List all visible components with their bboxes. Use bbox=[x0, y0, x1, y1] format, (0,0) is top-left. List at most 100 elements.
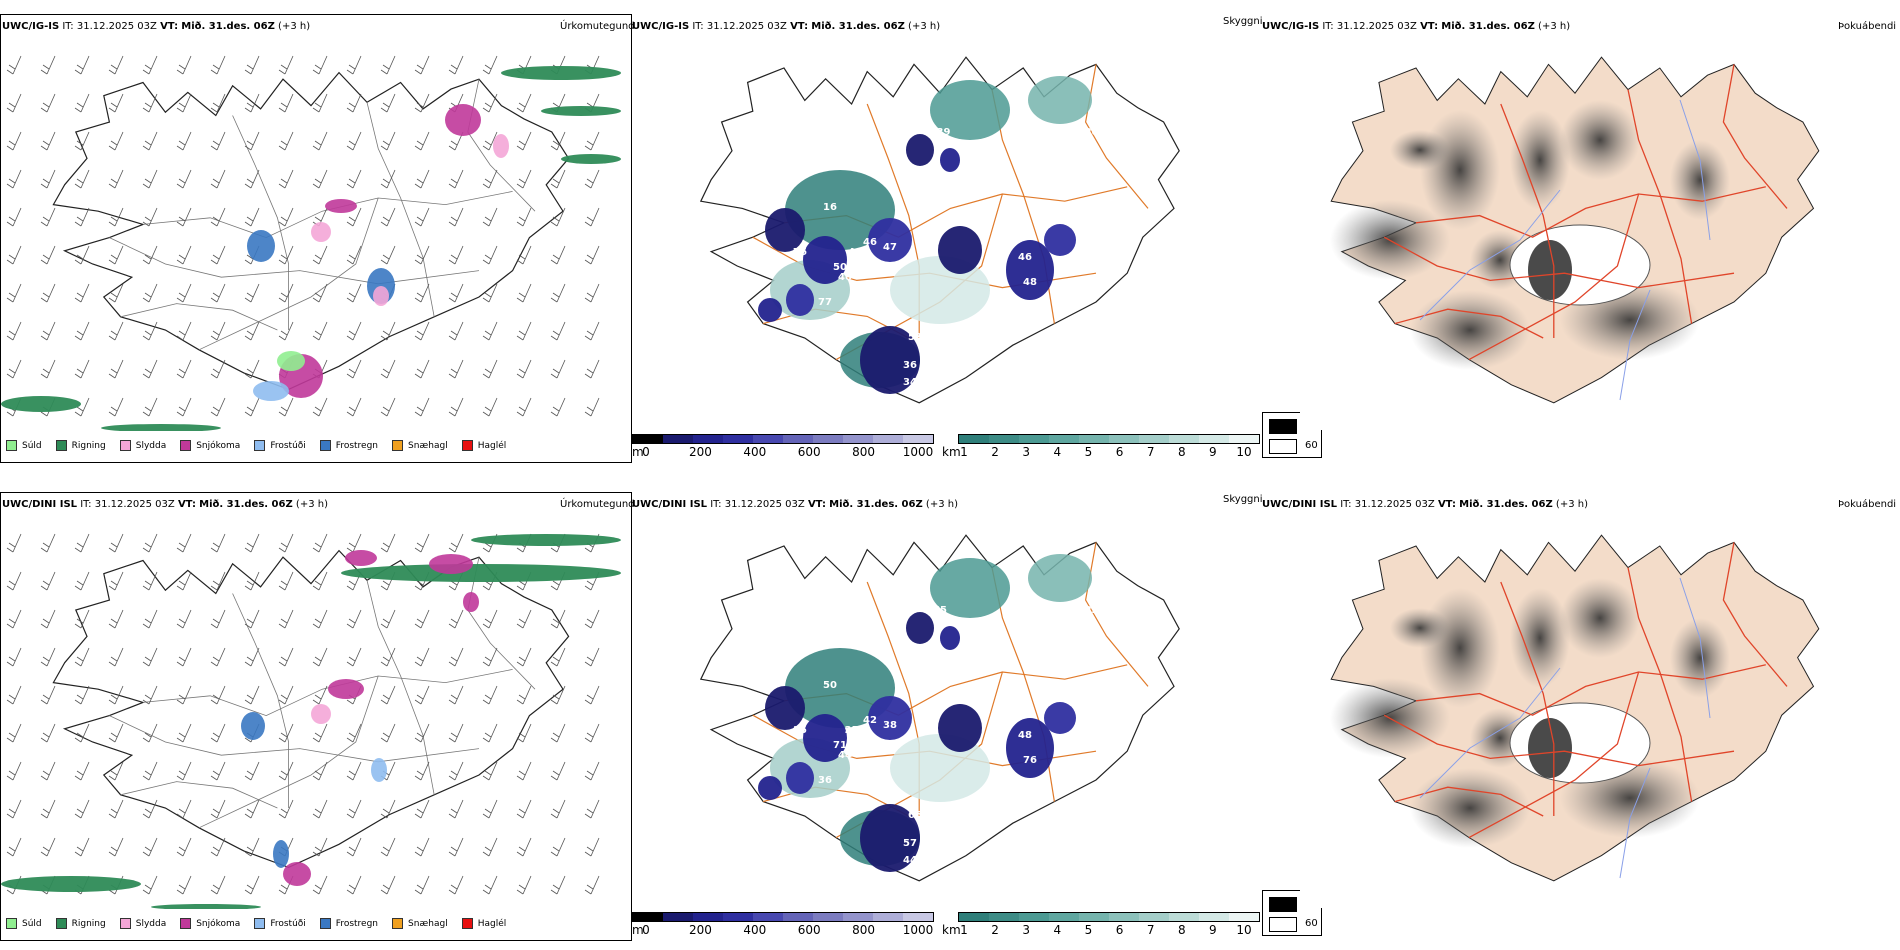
wind-barb bbox=[448, 723, 464, 743]
wind-barb bbox=[448, 359, 464, 379]
fog-shade bbox=[1390, 130, 1450, 170]
precip-legend-1: Súld Rigning Slydda Snjókoma Frostúði Frostre… bbox=[6, 440, 520, 451]
river-1 bbox=[1619, 289, 1651, 401]
wind-barb bbox=[312, 723, 328, 743]
precip-map-1 bbox=[1, 36, 629, 431]
wind-barb bbox=[6, 245, 22, 265]
ceiling-colorbar-1 bbox=[632, 434, 934, 444]
colorbar-segment bbox=[1199, 913, 1229, 921]
low-visibility-area bbox=[1028, 76, 1092, 124]
wind-barb bbox=[414, 131, 430, 151]
fog-legend-label: 60 bbox=[1305, 918, 1318, 929]
ceiling-value-label: 253 bbox=[845, 725, 866, 736]
wind-barb bbox=[142, 245, 158, 265]
wind-barb bbox=[210, 169, 226, 189]
rain-band bbox=[1, 396, 81, 412]
colorbar-tick: 6 bbox=[1115, 923, 1124, 937]
wind-barb bbox=[210, 207, 226, 227]
ceiling-value-label: 44 bbox=[903, 855, 917, 866]
precip-blob bbox=[311, 704, 331, 724]
wind-barb bbox=[414, 93, 430, 113]
rain-band bbox=[101, 424, 221, 431]
wind-barb bbox=[40, 723, 56, 743]
wind-barb bbox=[176, 245, 192, 265]
wind-barb bbox=[482, 55, 498, 75]
wind-barb bbox=[584, 321, 600, 341]
wind-barb bbox=[550, 169, 566, 189]
colorbar-segment bbox=[843, 435, 873, 443]
wind-barb bbox=[380, 321, 396, 341]
fog-shade bbox=[1670, 140, 1730, 220]
ceiling-value-label: 36 bbox=[818, 775, 832, 786]
ceiling-value-label: 76 bbox=[793, 247, 807, 258]
wind-barb bbox=[176, 761, 192, 781]
it-label: IT: bbox=[80, 499, 92, 510]
wind-barb bbox=[142, 93, 158, 113]
ceiling-value-label: 107 bbox=[925, 367, 946, 378]
wind-barb bbox=[380, 647, 396, 667]
legend-label: Súld bbox=[22, 918, 42, 929]
vt-value: Mið. 31.des. 06Z bbox=[829, 499, 923, 510]
wind-barb bbox=[584, 169, 600, 189]
low-ceiling-area bbox=[765, 686, 805, 730]
colorbar-segment bbox=[1079, 913, 1109, 921]
ceiling-value-label: 48 bbox=[1023, 277, 1037, 288]
legend-item: Rigning bbox=[55, 440, 106, 451]
fog-shade bbox=[1560, 100, 1640, 180]
road-red-0 bbox=[1415, 186, 1766, 238]
wind-barb bbox=[516, 799, 532, 819]
ceiling-value-label: 36 bbox=[928, 845, 942, 856]
wind-barb bbox=[584, 283, 600, 303]
wind-barb bbox=[142, 55, 158, 75]
wind-barb bbox=[380, 685, 396, 705]
legend-swatch bbox=[319, 440, 331, 451]
wind-barb bbox=[584, 723, 600, 743]
wind-barb bbox=[550, 321, 566, 341]
precip-blob bbox=[429, 554, 473, 574]
rain-band bbox=[501, 66, 621, 80]
wind-barb bbox=[550, 609, 566, 629]
fog-legend-swatch bbox=[1269, 419, 1297, 434]
lead-time: (+3 h) bbox=[925, 499, 958, 510]
field-title-fog: Þokuábendi bbox=[1838, 499, 1897, 510]
wind-barb bbox=[108, 55, 124, 75]
precip-blob bbox=[373, 286, 389, 306]
wind-barb bbox=[108, 359, 124, 379]
wind-barb bbox=[142, 837, 158, 857]
low-ceiling-area bbox=[860, 326, 920, 394]
wind-barb bbox=[108, 837, 124, 857]
ceiling-value-label: 139 bbox=[930, 127, 951, 138]
colorbar-segment bbox=[753, 435, 783, 443]
colorbar-tick: 6 bbox=[1115, 445, 1124, 459]
colorbar-segment bbox=[693, 913, 723, 921]
legend-label: Frostúði bbox=[270, 440, 306, 451]
road-red-5 bbox=[1722, 542, 1788, 687]
ceiling-value-label: 46 bbox=[1018, 252, 1032, 263]
field-title-fog: Þokuábendi bbox=[1838, 21, 1897, 32]
fog-shade bbox=[1670, 618, 1730, 698]
wind-barb bbox=[550, 837, 566, 857]
ceiling-value-label: 50 bbox=[823, 680, 837, 691]
low-ceiling-area bbox=[786, 762, 814, 794]
wind-barb bbox=[142, 321, 158, 341]
legend-item: Slydda bbox=[119, 918, 166, 929]
vis-colorbar-2 bbox=[958, 912, 1260, 922]
wind-barb bbox=[584, 761, 600, 781]
wind-barb bbox=[176, 647, 192, 667]
wind-barb bbox=[482, 647, 498, 667]
wind-barb bbox=[312, 647, 328, 667]
ceiling-unit-1: m bbox=[632, 445, 644, 459]
wind-barb bbox=[550, 131, 566, 151]
fog-shade bbox=[1410, 768, 1530, 848]
model-name: UWC/IG-IS bbox=[632, 21, 690, 32]
legend-swatch bbox=[55, 440, 67, 451]
wind-barb bbox=[584, 609, 600, 629]
vt-label: VT: bbox=[177, 499, 196, 510]
road-grey-0 bbox=[142, 669, 513, 717]
wind-barb bbox=[40, 533, 56, 553]
ceiling-colorbar-2 bbox=[632, 912, 934, 922]
wind-barb bbox=[584, 207, 600, 227]
legend-label: Rigning bbox=[71, 440, 106, 451]
wind-barb bbox=[6, 837, 22, 857]
